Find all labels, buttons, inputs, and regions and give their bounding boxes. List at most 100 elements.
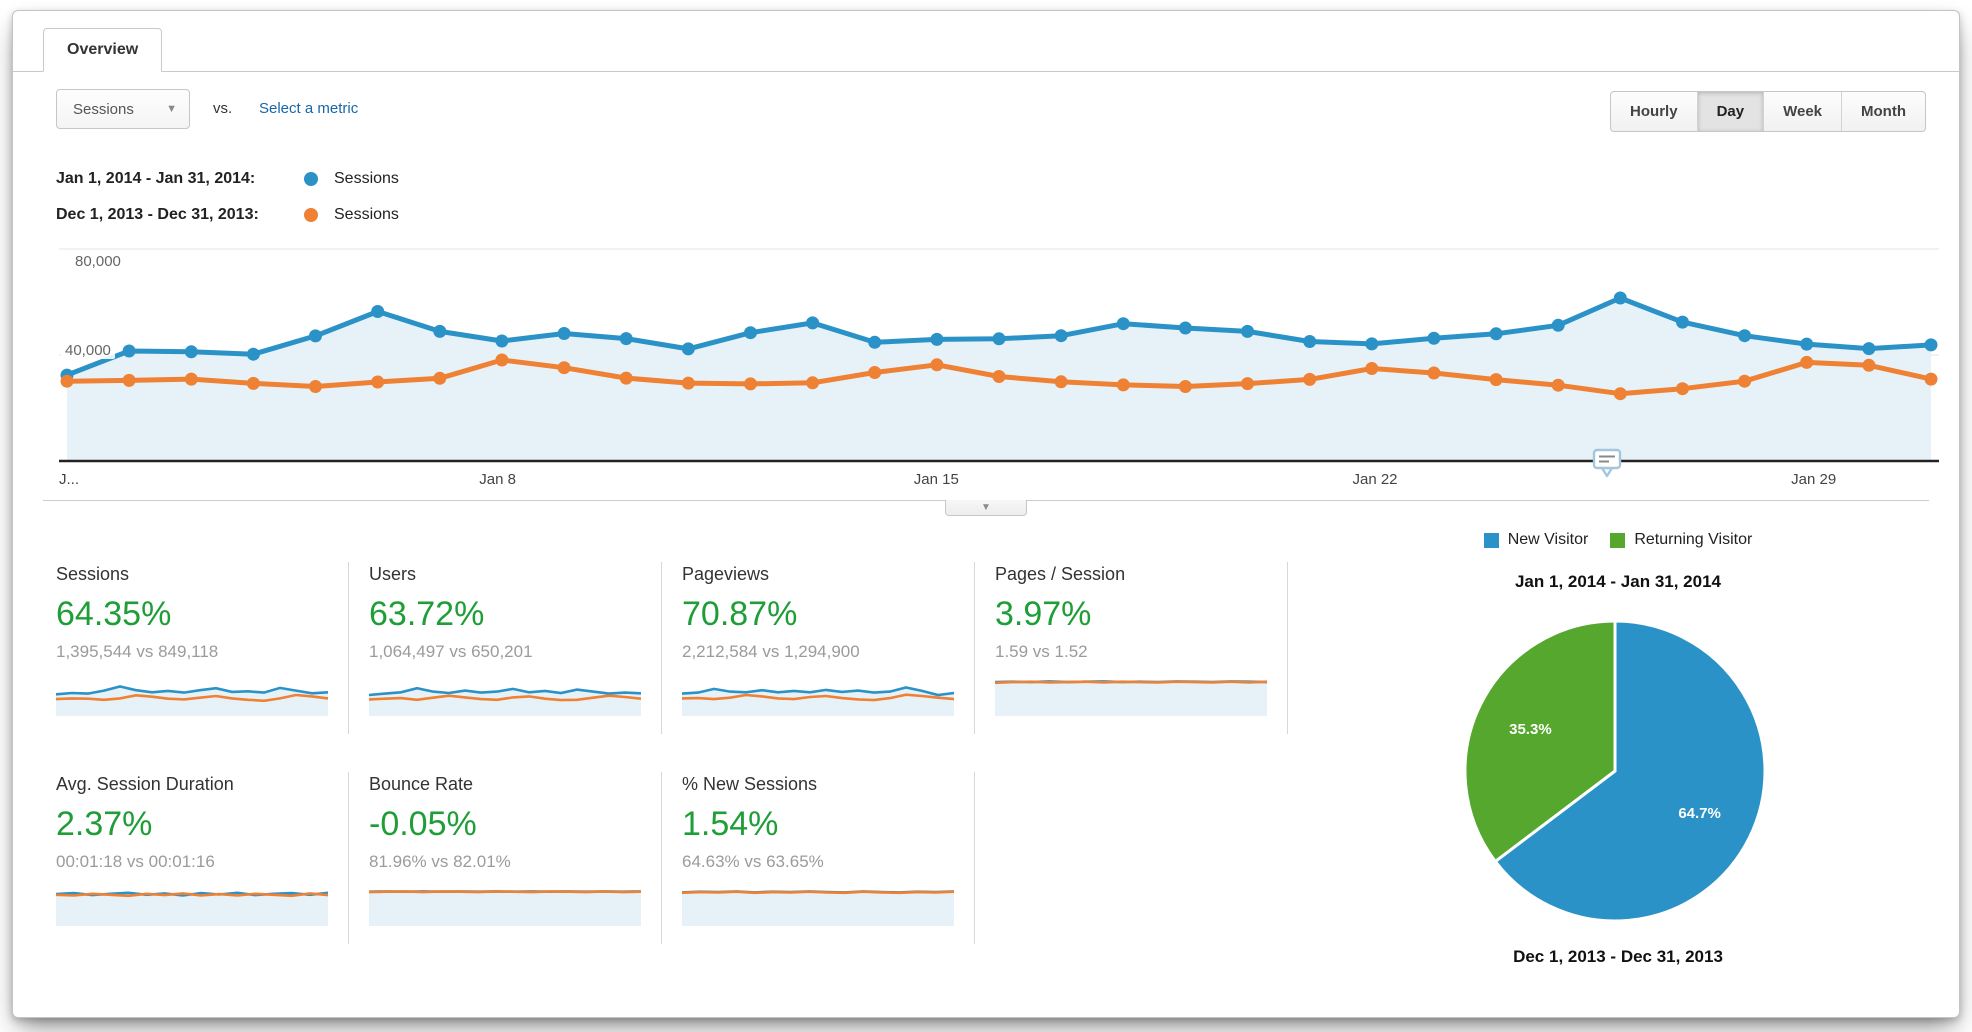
metric-sparkline <box>681 686 955 716</box>
granularity-month[interactable]: Month <box>1841 92 1925 131</box>
data-point-current <box>1365 337 1379 351</box>
chevron-down-icon: ▼ <box>166 103 177 115</box>
legend-series-label: Sessions <box>334 170 399 187</box>
data-point-previous <box>433 371 447 385</box>
analytics-overview-panel: Overview Sessions ▼ vs. Select a metric … <box>12 10 1960 1018</box>
sparkline-area <box>56 686 328 716</box>
vs-label: vs. <box>213 100 233 117</box>
data-point-previous <box>184 372 198 386</box>
legend-swatch-icon <box>1483 532 1499 548</box>
pie-title-current: Jan 1, 2014 - Jan 31, 2014 <box>1514 572 1722 591</box>
visitor-pie-svg[interactable]: 64.7% 35.3% <box>1457 613 1773 929</box>
tab-overview[interactable]: Overview <box>43 28 163 72</box>
metric-cards-row-2: Avg. Session Duration 2.37% 00:01:18 vs 00… <box>55 772 995 944</box>
data-point-previous <box>246 376 260 390</box>
pie-legend-label: Returning Visitor <box>1634 531 1753 548</box>
pie-legend: New Visitor Returning Visitor <box>1418 531 1818 553</box>
data-point-previous <box>1241 377 1254 391</box>
legend-series-label: Sessions <box>334 206 399 223</box>
data-point-current <box>184 345 198 359</box>
sparkline-area <box>56 892 328 926</box>
tab-overview-label: Overview <box>67 41 139 58</box>
metric-change-percent: 64.35% <box>56 595 172 633</box>
data-point-current <box>806 316 820 330</box>
sparkline-previous <box>55 892 329 898</box>
metric-card-pageviews: Pageviews 70.87% 2,212,584 vs 1,294,900 <box>681 562 975 734</box>
data-point-current <box>1241 324 1254 338</box>
data-point-previous <box>557 361 571 375</box>
data-point-previous <box>1303 372 1317 386</box>
metric-card-bounce-rate: Bounce Rate -0.05% 81.96% vs 82.01% <box>368 772 662 944</box>
annotation-bubble-icon[interactable] <box>1591 448 1623 483</box>
data-point-current <box>681 342 695 356</box>
data-point-previous <box>744 377 757 391</box>
legend-date-range: Jan 1, 2014 - Jan 31, 2014: <box>56 170 256 187</box>
metric-card-sessions: Sessions 64.35% 1,395,544 vs 849,118 <box>55 562 349 734</box>
sessions-chart[interactable]: 80,000 40,000 <box>59 239 1939 463</box>
metric-change-percent: 1.54% <box>682 805 779 843</box>
sparkline-current <box>55 685 329 696</box>
data-point-previous <box>992 370 1006 383</box>
sparkline-previous <box>681 890 955 895</box>
data-point-current <box>1613 291 1627 305</box>
data-point-previous <box>1862 358 1876 372</box>
data-point-current <box>992 332 1006 346</box>
data-point-current <box>1862 342 1876 356</box>
data-point-previous <box>1613 387 1627 401</box>
data-point-current <box>1427 331 1441 345</box>
metric-comparison-values: 2,212,584 vs 1,294,900 <box>682 642 860 661</box>
data-point-previous <box>60 374 74 388</box>
metric-card-new-sessions: % New Sessions 1.54% 64.63% vs 63.65% <box>681 772 975 944</box>
metric-sparkline <box>55 685 329 716</box>
data-point-previous <box>1365 362 1379 375</box>
metric-change-percent: 63.72% <box>369 595 485 633</box>
sparkline-current <box>681 686 955 697</box>
sparkline-previous <box>368 694 642 702</box>
metric-selector-dropdown[interactable]: Sessions ▼ <box>56 89 190 129</box>
metric-card-title: Avg. Session Duration <box>56 774 234 794</box>
chart-legend: Jan 1, 2014 - Jan 31, 2014: Sessions Dec 1… <box>56 161 399 233</box>
data-point-current <box>371 305 385 318</box>
pie-value-label: 35.3% <box>1509 721 1552 738</box>
data-point-previous <box>1800 355 1814 369</box>
y-axis-label-40000: 40,000 <box>61 342 115 359</box>
data-point-current <box>619 332 633 346</box>
data-point-current <box>1178 321 1192 335</box>
metric-sparkline <box>994 680 1268 716</box>
x-tick-label: Jan 29 <box>1791 471 1837 488</box>
data-point-previous <box>1551 378 1565 392</box>
data-point-current <box>495 334 509 348</box>
granularity-day[interactable]: Day <box>1696 92 1764 131</box>
data-point-current <box>1551 318 1565 332</box>
data-point-current <box>1800 337 1814 351</box>
data-point-current <box>930 332 944 346</box>
data-point-previous <box>1924 372 1938 386</box>
x-tick-label: Jan 8 <box>479 471 517 488</box>
granularity-hourly[interactable]: Hourly <box>1630 103 1678 120</box>
data-point-current <box>246 347 260 361</box>
sparkline-area <box>995 681 1267 716</box>
data-point-previous <box>930 358 944 372</box>
legend-dot-icon <box>304 172 318 186</box>
metric-sparkline <box>55 891 329 926</box>
data-point-previous <box>1116 378 1130 392</box>
legend-row: Jan 1, 2014 - Jan 31, 2014: Sessions <box>56 161 399 197</box>
granularity-week[interactable]: Week <box>1763 92 1841 131</box>
data-point-previous <box>806 376 820 390</box>
granularity-button-group: Hourly Day Week Month <box>1610 91 1926 132</box>
annotations-expander-button[interactable]: ▼ <box>945 500 1027 516</box>
data-point-previous <box>1427 366 1441 380</box>
data-point-current <box>1738 329 1752 343</box>
sparkline-previous <box>994 680 1268 685</box>
data-point-current <box>744 326 757 340</box>
data-point-previous <box>309 380 322 393</box>
data-point-current <box>433 324 447 338</box>
pie-slice-returning-visitor <box>1463 619 1617 864</box>
select-a-metric-link[interactable]: Select a metric <box>259 100 359 117</box>
metric-card-users: Users 63.72% 1,064,497 vs 650,201 <box>368 562 662 734</box>
sparkline-previous <box>55 693 329 703</box>
data-point-previous <box>1178 380 1192 393</box>
metric-card-title: % New Sessions <box>682 774 818 794</box>
data-point-previous <box>1489 373 1503 387</box>
